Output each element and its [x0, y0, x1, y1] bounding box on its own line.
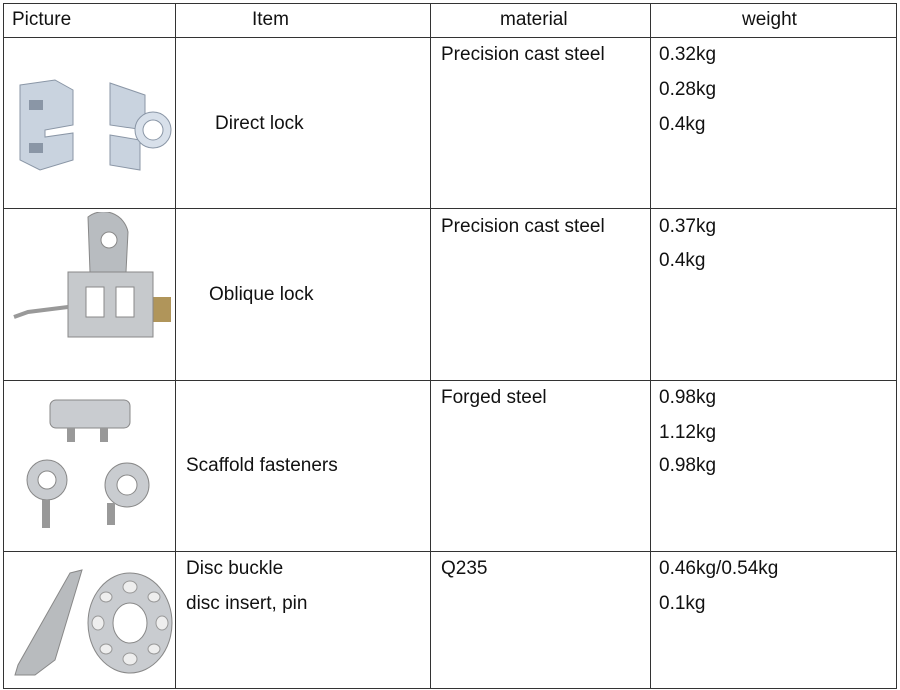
header-item: Item [252, 9, 289, 30]
weight: 0.4kg [659, 250, 706, 271]
weight: 0.98kg [659, 455, 717, 476]
item-name: Scaffold fasteners [186, 455, 338, 476]
border [896, 3, 897, 689]
weight: 0.37kg [659, 216, 717, 237]
weight: 1.12kg [659, 422, 717, 443]
direct-lock-image [19, 79, 172, 171]
border [3, 37, 897, 38]
material: Forged steel [441, 387, 547, 408]
item-name: Oblique lock [209, 284, 314, 305]
border [430, 3, 431, 689]
border [3, 551, 897, 552]
border [650, 3, 651, 689]
material: Q235 [441, 558, 488, 579]
oblique-lock-image [13, 212, 171, 338]
border [175, 3, 176, 689]
weight: 0.4kg [659, 114, 706, 135]
material: Precision cast steel [441, 44, 605, 65]
item-name: Direct lock [215, 113, 304, 134]
weight: 0.46kg/0.54kg [659, 558, 779, 579]
weight: 0.28kg [659, 79, 717, 100]
item-name-line2: disc insert, pin [186, 593, 308, 614]
item-name: Disc buckle [186, 558, 284, 579]
border [3, 208, 897, 209]
weight: 0.32kg [659, 44, 717, 65]
border [3, 380, 897, 381]
weight: 0.1kg [659, 593, 706, 614]
header-material: material [500, 9, 568, 30]
scaffold-fasteners-image [26, 399, 150, 528]
header-picture: Picture [12, 9, 72, 30]
border [3, 3, 897, 4]
material: Precision cast steel [441, 216, 605, 237]
border [3, 3, 4, 689]
weight: 0.98kg [659, 387, 717, 408]
header-weight: weight [742, 9, 797, 30]
disc-buckle-image [14, 569, 173, 676]
border [3, 688, 897, 689]
